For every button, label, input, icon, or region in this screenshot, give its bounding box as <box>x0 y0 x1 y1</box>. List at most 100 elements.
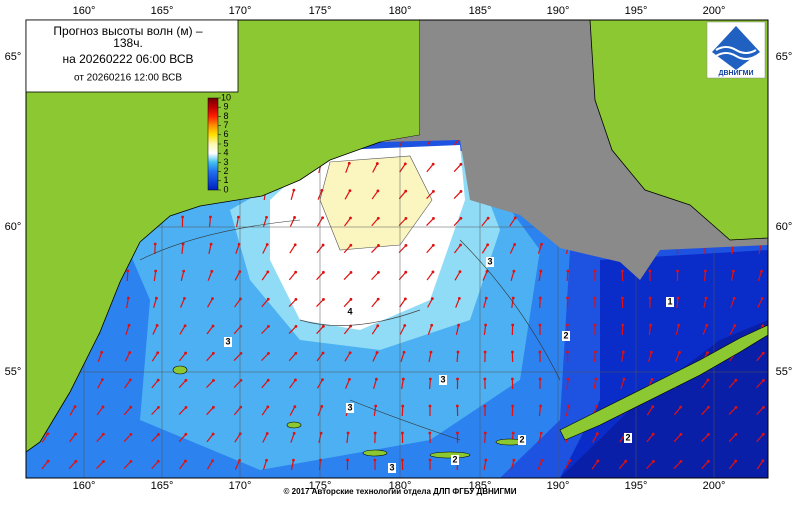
arrow-head <box>349 189 352 192</box>
valid-time: на 20260222 06:00 ВСВ <box>63 52 194 66</box>
contour-label: 2 <box>625 432 630 442</box>
arrow-head <box>267 298 270 301</box>
arrow-head <box>762 379 765 382</box>
arrow-head <box>651 405 654 408</box>
arrow-head <box>156 351 159 354</box>
arrow-head <box>322 325 325 328</box>
lon-label: 170° <box>229 480 252 492</box>
arrow-head <box>322 352 325 355</box>
arrow-head <box>652 433 655 436</box>
arrow-head <box>539 405 542 408</box>
arrow-head <box>484 351 487 354</box>
arrow-head <box>430 351 433 354</box>
arrow-head <box>266 243 269 246</box>
arrow-head <box>210 270 213 273</box>
arrow-head <box>130 460 133 463</box>
arrow-head <box>429 378 432 381</box>
arrow-head <box>377 244 380 247</box>
arrow-head <box>376 162 379 165</box>
wave-arrow <box>567 271 568 281</box>
arrow-head <box>595 405 598 408</box>
arrow-head <box>540 432 543 435</box>
island <box>430 452 470 458</box>
arrow-head <box>594 351 597 354</box>
arrow-head <box>484 432 487 435</box>
lon-label: 165° <box>151 480 174 492</box>
arrow-head <box>292 189 295 192</box>
lon-label: 185° <box>469 5 492 17</box>
wave-arrow <box>485 433 486 443</box>
arrow-head <box>486 243 489 246</box>
lon-label: 180° <box>389 480 412 492</box>
arrow-head <box>156 324 159 327</box>
arrow-head <box>128 351 131 354</box>
lon-label: 160° <box>73 5 96 17</box>
arrow-head <box>348 162 351 165</box>
arrow-head <box>265 216 268 219</box>
arrow-head <box>154 270 157 273</box>
arrow-head <box>566 297 569 300</box>
lon-label: 175° <box>309 480 332 492</box>
arrow-head <box>762 352 765 355</box>
arrow-head <box>157 433 160 436</box>
arrow-head <box>677 324 680 327</box>
arrow-head <box>484 459 487 462</box>
arrow-head <box>212 406 215 409</box>
arrow-head <box>74 433 77 436</box>
arrow-head <box>432 271 435 274</box>
wave-arrow <box>540 298 541 308</box>
contour-label: 3 <box>225 336 230 346</box>
arrow-head <box>129 378 132 381</box>
arrow-head <box>734 460 737 463</box>
arrow-head <box>373 459 376 462</box>
arrow-head <box>511 378 514 381</box>
lon-label: 195° <box>625 5 648 17</box>
arrow-head <box>185 379 188 382</box>
arrow-head <box>294 379 297 382</box>
island <box>363 450 387 456</box>
arrow-head <box>512 297 515 300</box>
arrow-head <box>511 324 514 327</box>
arrow-head <box>707 433 710 436</box>
arrow-head <box>651 378 654 381</box>
issue-time: от 20260216 12:00 ВСВ <box>74 73 182 84</box>
arrow-head <box>294 271 297 274</box>
arrow-head <box>401 432 404 435</box>
contour-label: 2 <box>519 434 524 444</box>
arrow-head <box>322 244 325 247</box>
arrow-head <box>460 190 463 193</box>
arrow-head <box>704 270 707 273</box>
lon-label: 185° <box>469 480 492 492</box>
arrow-head <box>705 297 708 300</box>
arrow-head <box>707 406 710 409</box>
arrow-head <box>129 406 132 409</box>
arrow-head <box>209 216 212 219</box>
arrow-head <box>212 379 215 382</box>
arrow-head <box>593 297 596 300</box>
lon-label: 160° <box>73 480 96 492</box>
arrow-head <box>539 378 542 381</box>
lon-label: 200° <box>703 480 726 492</box>
arrow-head <box>102 433 105 436</box>
contour-label: 2 <box>452 454 457 464</box>
arrow-head <box>431 297 434 300</box>
arrow-head <box>102 406 105 409</box>
arrow-head <box>47 460 50 463</box>
lon-label: 175° <box>309 5 332 17</box>
arrow-head <box>401 459 404 462</box>
arrow-head <box>622 351 625 354</box>
arrow-head <box>322 298 325 301</box>
arrow-head <box>650 351 653 354</box>
arrow-head <box>405 244 408 247</box>
arrow-head <box>512 432 515 435</box>
lat-label: 55° <box>5 366 22 378</box>
arrow-head <box>735 433 738 436</box>
lat-label: 65° <box>776 51 793 63</box>
arrow-head <box>157 379 160 382</box>
lat-label: 60° <box>776 221 793 233</box>
arrow-head <box>648 270 651 273</box>
arrow-head <box>349 244 352 247</box>
arrow-head <box>239 406 242 409</box>
arrow-head <box>181 216 184 219</box>
